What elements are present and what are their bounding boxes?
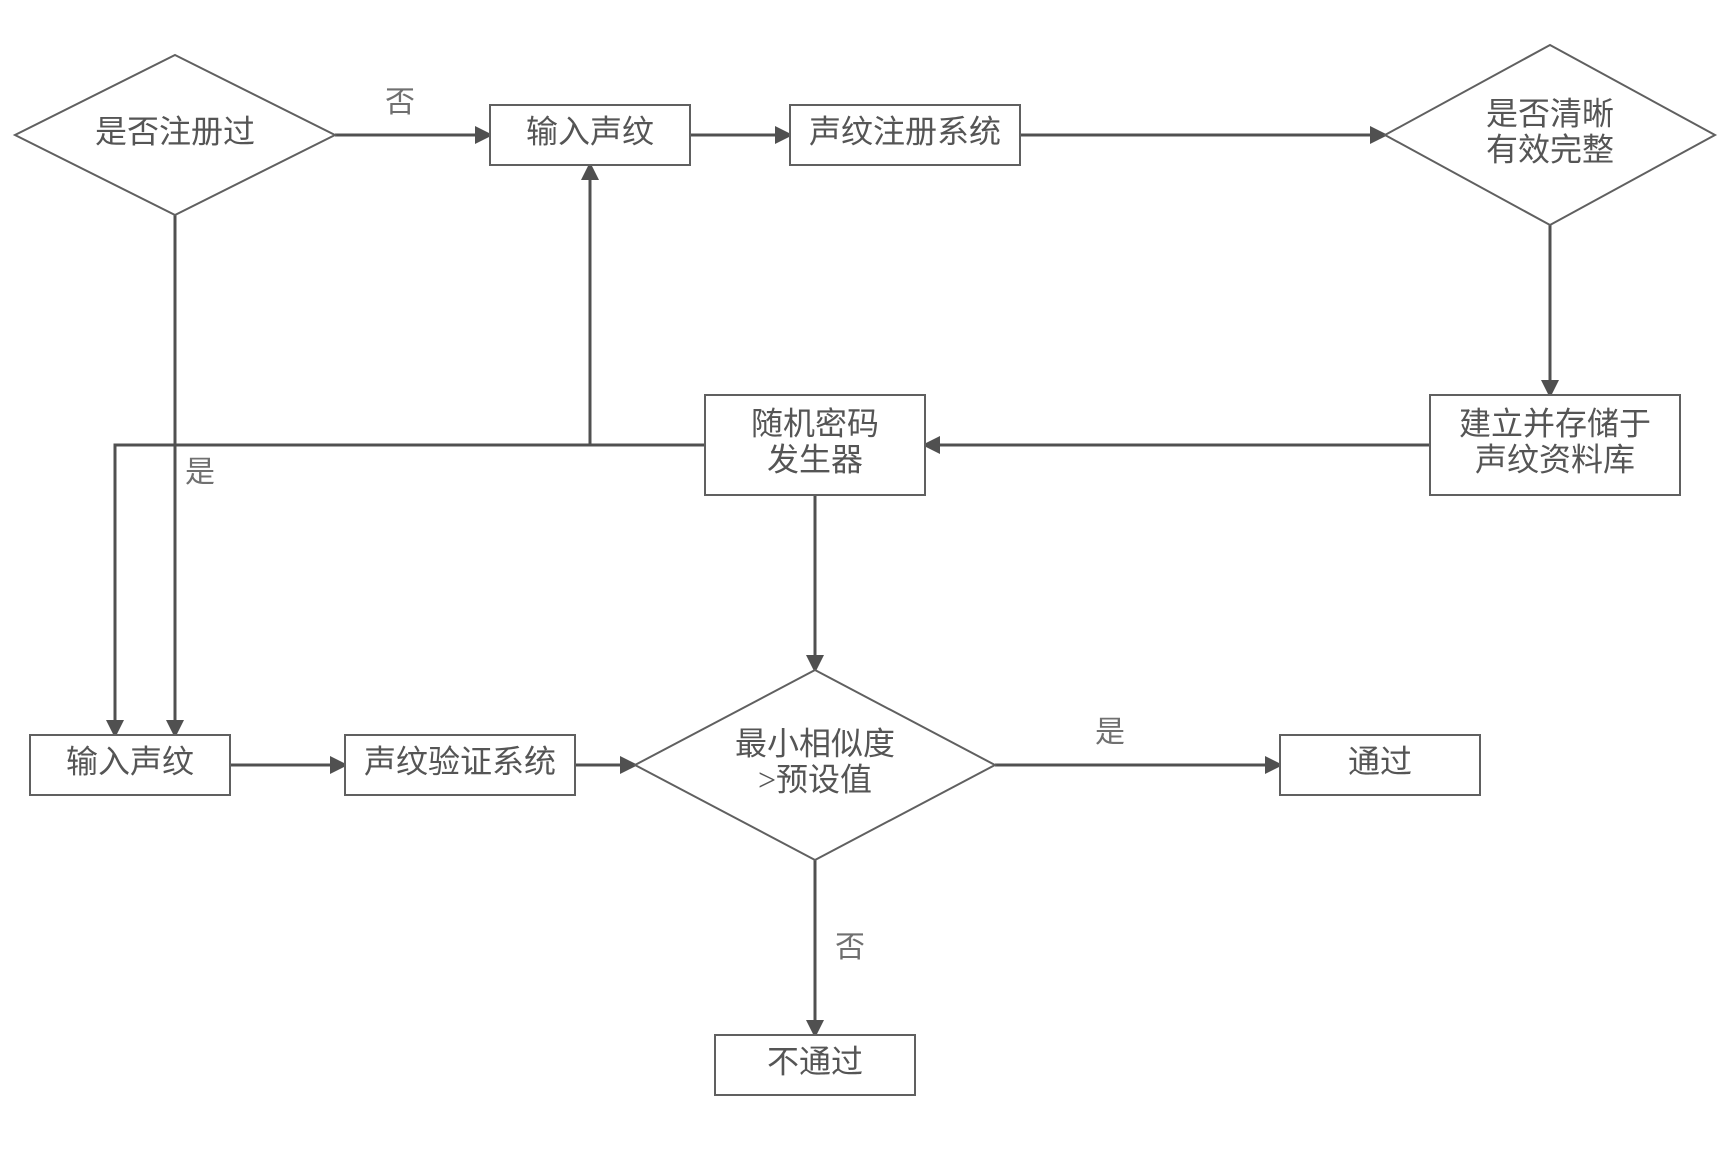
b_input_voice_top: 输入声纹 (490, 105, 690, 165)
edge-label: 否 (835, 931, 865, 964)
flowchart: 否是是否是否注册过输入声纹声纹注册系统是否清晰有效完整建立并存储于声纹资料库随机… (0, 0, 1733, 1163)
node-label: 发生器 (767, 441, 863, 477)
d_clear_valid: 是否清晰有效完整 (1385, 45, 1715, 225)
node-label: >预设值 (758, 761, 872, 797)
node-label: 建立并存储于 (1459, 405, 1651, 441)
edges-group: 否是是否 (115, 86, 1550, 1035)
b_reg_system: 声纹注册系统 (790, 105, 1020, 165)
node-label: 通过 (1348, 743, 1412, 779)
node-label: 声纹注册系统 (809, 113, 1001, 149)
edge-label: 是 (185, 456, 215, 489)
b_verify_system: 声纹验证系统 (345, 735, 575, 795)
edge-label: 是 (1095, 716, 1125, 749)
node-label: 输入声纹 (526, 113, 654, 149)
b_store_db: 建立并存储于声纹资料库 (1430, 395, 1680, 495)
node-label: 声纹验证系统 (364, 743, 556, 779)
node-label: 是否注册过 (95, 113, 255, 149)
node-label: 最小相似度 (735, 725, 895, 761)
d_min_sim: 最小相似度>预设值 (635, 670, 995, 860)
b_input_voice_bottom: 输入声纹 (30, 735, 230, 795)
b_pass: 通过 (1280, 735, 1480, 795)
node-label: 随机密码 (751, 405, 879, 441)
d_registered: 是否注册过 (15, 55, 335, 215)
node-label: 有效完整 (1486, 131, 1614, 167)
node-label: 声纹资料库 (1475, 441, 1635, 477)
b_fail: 不通过 (715, 1035, 915, 1095)
nodes-group: 是否注册过输入声纹声纹注册系统是否清晰有效完整建立并存储于声纹资料库随机密码发生… (15, 45, 1715, 1095)
node-label: 输入声纹 (66, 743, 194, 779)
node-label: 不通过 (767, 1043, 863, 1079)
b_rand_pwd: 随机密码发生器 (705, 395, 925, 495)
edge-label: 否 (385, 86, 415, 119)
node-label: 是否清晰 (1486, 95, 1614, 131)
